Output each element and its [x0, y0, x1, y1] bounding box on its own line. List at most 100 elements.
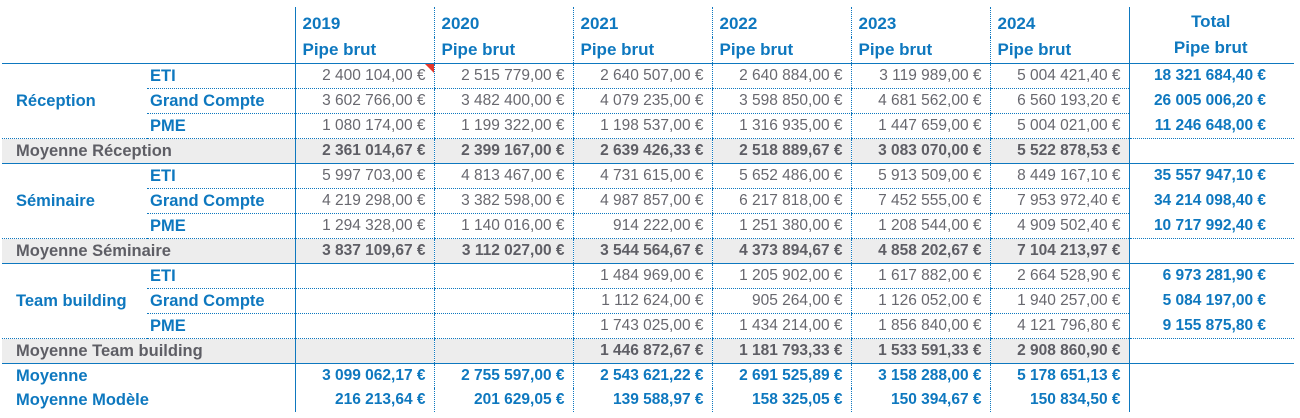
total-cell-empty-moyenne[interactable]	[1128, 363, 1294, 388]
footer-cell-moyenne-modele-2019[interactable]: 216 213,64 €	[294, 388, 434, 412]
value-cell-eti-2020[interactable]: 4 813 467,00 €	[433, 163, 573, 189]
year-header-2020[interactable]: 2020	[433, 7, 573, 37]
footer-cell-moyenne-2020[interactable]: 2 755 597,00 €	[433, 363, 573, 388]
value-cell-pme-2019[interactable]: 1 080 174,00 €	[294, 113, 434, 139]
total-cell-grand-compte[interactable]: 34 214 098,40 €	[1128, 188, 1294, 214]
pipe-brut-subheader-2021[interactable]: Pipe brut	[572, 37, 712, 64]
average-cell-moyenne-seminaire-2022[interactable]: 4 373 894,67 €	[711, 238, 851, 264]
value-cell-eti-2023[interactable]: 1 617 882,00 €	[850, 263, 990, 289]
average-row-label-moyenne-team-building[interactable]: Moyenne Team building	[2, 338, 295, 364]
total-cell-grand-compte[interactable]: 26 005 006,20 €	[1128, 88, 1294, 114]
value-cell-grand-compte-2023[interactable]: 1 126 052,00 €	[850, 288, 990, 314]
group-label-reception[interactable]: Réception	[16, 91, 96, 110]
footer-cell-moyenne-2023[interactable]: 3 158 288,00 €	[850, 363, 990, 388]
value-cell-eti-2021[interactable]: 1 484 969,00 €	[572, 263, 712, 289]
footer-cell-moyenne-2019[interactable]: 3 099 062,17 €	[294, 363, 434, 388]
value-cell-grand-compte-2020[interactable]	[433, 288, 573, 314]
sub-label-pme[interactable]: PME	[147, 313, 295, 339]
footer-cell-moyenne-modele-2022[interactable]: 158 325,05 €	[711, 388, 851, 412]
value-cell-eti-2022[interactable]: 5 652 486,00 €	[711, 163, 851, 189]
value-cell-pme-2021[interactable]: 1 198 537,00 €	[572, 113, 712, 139]
average-cell-moyenne-reception-2020[interactable]: 2 399 167,00 €	[433, 138, 573, 164]
pipe-brut-subheader-2024[interactable]: Pipe brut	[989, 37, 1129, 64]
total-cell-empty-moyenne-reception[interactable]	[1128, 138, 1294, 164]
average-cell-moyenne-reception-2023[interactable]: 3 083 070,00 €	[850, 138, 990, 164]
value-cell-eti-2024[interactable]: 5 004 421,40 €	[989, 63, 1129, 89]
value-cell-grand-compte-2024[interactable]: 7 953 972,40 €	[989, 188, 1129, 214]
average-row-label-moyenne-reception[interactable]: Moyenne Réception	[2, 138, 295, 164]
value-cell-grand-compte-2022[interactable]: 6 217 818,00 €	[711, 188, 851, 214]
value-cell-grand-compte-2021[interactable]: 4 079 235,00 €	[572, 88, 712, 114]
value-cell-grand-compte-2019[interactable]	[294, 288, 434, 314]
pipe-brut-subheader-2019[interactable]: Pipe brut	[294, 37, 434, 64]
average-cell-moyenne-team-building-2020[interactable]	[433, 338, 573, 364]
average-cell-moyenne-reception-2024[interactable]: 5 522 878,53 €	[989, 138, 1129, 164]
total-cell-pme[interactable]: 10 717 992,40 €	[1128, 213, 1294, 239]
sub-label-grand-compte[interactable]: Grand Compte	[147, 288, 295, 314]
group-label-spacer[interactable]	[2, 113, 147, 139]
year-header-2019[interactable]: 2019	[294, 7, 434, 37]
total-cell-empty-moyenne-seminaire[interactable]	[1128, 238, 1294, 264]
total-cell-eti[interactable]: 18 321 684,40 €	[1128, 63, 1294, 89]
sub-label-pme[interactable]: PME	[147, 113, 295, 139]
average-cell-moyenne-team-building-2021[interactable]: 1 446 872,67 €	[572, 338, 712, 364]
value-cell-pme-2023[interactable]: 1 856 840,00 €	[850, 313, 990, 339]
average-cell-moyenne-team-building-2022[interactable]: 1 181 793,33 €	[711, 338, 851, 364]
total-cell-pme[interactable]: 9 155 875,80 €	[1128, 313, 1294, 339]
year-header-2023[interactable]: 2023	[850, 7, 990, 37]
value-cell-eti-2022[interactable]: 2 640 884,00 €	[711, 63, 851, 89]
footer-row-label-moyenne-modele[interactable]: Moyenne Modèle	[16, 390, 149, 409]
value-cell-pme-2024[interactable]: 4 121 796,80 €	[989, 313, 1129, 339]
average-cell-moyenne-reception-2021[interactable]: 2 639 426,33 €	[572, 138, 712, 164]
average-row-label-moyenne-seminaire[interactable]: Moyenne Séminaire	[2, 238, 295, 264]
group-label-spacer[interactable]	[2, 213, 147, 239]
value-cell-pme-2019[interactable]	[294, 313, 434, 339]
value-cell-pme-2021[interactable]: 914 222,00 €	[572, 213, 712, 239]
total-cell-empty-moyenne-team-building[interactable]	[1128, 338, 1294, 364]
value-cell-grand-compte-2019[interactable]: 4 219 298,00 €	[294, 188, 434, 214]
total-cell-eti[interactable]: 6 973 281,90 €	[1128, 263, 1294, 289]
average-cell-moyenne-seminaire-2019[interactable]: 3 837 109,67 €	[294, 238, 434, 264]
value-cell-eti-2021[interactable]: 2 640 507,00 €	[572, 63, 712, 89]
average-cell-moyenne-seminaire-2024[interactable]: 7 104 213,97 €	[989, 238, 1129, 264]
footer-cell-moyenne-2021[interactable]: 2 543 621,22 €	[572, 363, 712, 388]
year-header-2022[interactable]: 2022	[711, 7, 851, 37]
total-cell-pme[interactable]: 11 246 648,00 €	[1128, 113, 1294, 139]
value-cell-grand-compte-2021[interactable]: 1 112 624,00 €	[572, 288, 712, 314]
group-label-spacer[interactable]	[2, 313, 147, 339]
value-cell-pme-2020[interactable]	[433, 313, 573, 339]
value-cell-grand-compte-2021[interactable]: 4 987 857,00 €	[572, 188, 712, 214]
footer-cell-moyenne-modele-2024[interactable]: 150 834,50 €	[989, 388, 1129, 412]
value-cell-grand-compte-2019[interactable]: 3 602 766,00 €	[294, 88, 434, 114]
value-cell-pme-2019[interactable]: 1 294 328,00 €	[294, 213, 434, 239]
value-cell-eti-2019[interactable]	[294, 263, 434, 289]
value-cell-eti-2022[interactable]: 1 205 902,00 €	[711, 263, 851, 289]
group-label-spacer[interactable]	[2, 264, 147, 289]
footer-row-label-moyenne[interactable]: Moyenne	[16, 366, 88, 385]
sub-label-eti[interactable]: ETI	[147, 263, 295, 289]
pipe-brut-subheader-2020[interactable]: Pipe brut	[433, 37, 573, 64]
value-cell-pme-2020[interactable]: 1 140 016,00 €	[433, 213, 573, 239]
group-label-team-building[interactable]: Team building	[16, 291, 127, 310]
sub-label-grand-compte[interactable]: Grand Compte	[147, 88, 295, 114]
value-cell-pme-2020[interactable]: 1 199 322,00 €	[433, 113, 573, 139]
group-label-seminaire[interactable]: Séminaire	[16, 191, 95, 210]
value-cell-eti-2023[interactable]: 3 119 989,00 €	[850, 63, 990, 89]
value-cell-pme-2022[interactable]: 1 434 214,00 €	[711, 313, 851, 339]
value-cell-grand-compte-2023[interactable]: 7 452 555,00 €	[850, 188, 990, 214]
value-cell-pme-2021[interactable]: 1 743 025,00 €	[572, 313, 712, 339]
value-cell-grand-compte-2023[interactable]: 4 681 562,00 €	[850, 88, 990, 114]
sub-label-pme[interactable]: PME	[147, 213, 295, 239]
year-header-2024[interactable]: 2024	[989, 7, 1129, 37]
value-cell-grand-compte-2024[interactable]: 1 940 257,00 €	[989, 288, 1129, 314]
pipe-brut-subheader-2022[interactable]: Pipe brut	[711, 37, 851, 64]
average-cell-moyenne-seminaire-2023[interactable]: 4 858 202,67 €	[850, 238, 990, 264]
footer-cell-moyenne-modele-2021[interactable]: 139 588,97 €	[572, 388, 712, 412]
pipe-brut-subheader-2023[interactable]: Pipe brut	[850, 37, 990, 64]
average-cell-moyenne-team-building-2023[interactable]: 1 533 591,33 €	[850, 338, 990, 364]
average-cell-moyenne-team-building-2024[interactable]: 2 908 860,90 €	[989, 338, 1129, 364]
value-cell-pme-2022[interactable]: 1 251 380,00 €	[711, 213, 851, 239]
sub-label-eti[interactable]: ETI	[147, 163, 295, 189]
footer-cell-moyenne-modele-2020[interactable]: 201 629,05 €	[433, 388, 573, 412]
average-cell-moyenne-team-building-2019[interactable]	[294, 338, 434, 364]
